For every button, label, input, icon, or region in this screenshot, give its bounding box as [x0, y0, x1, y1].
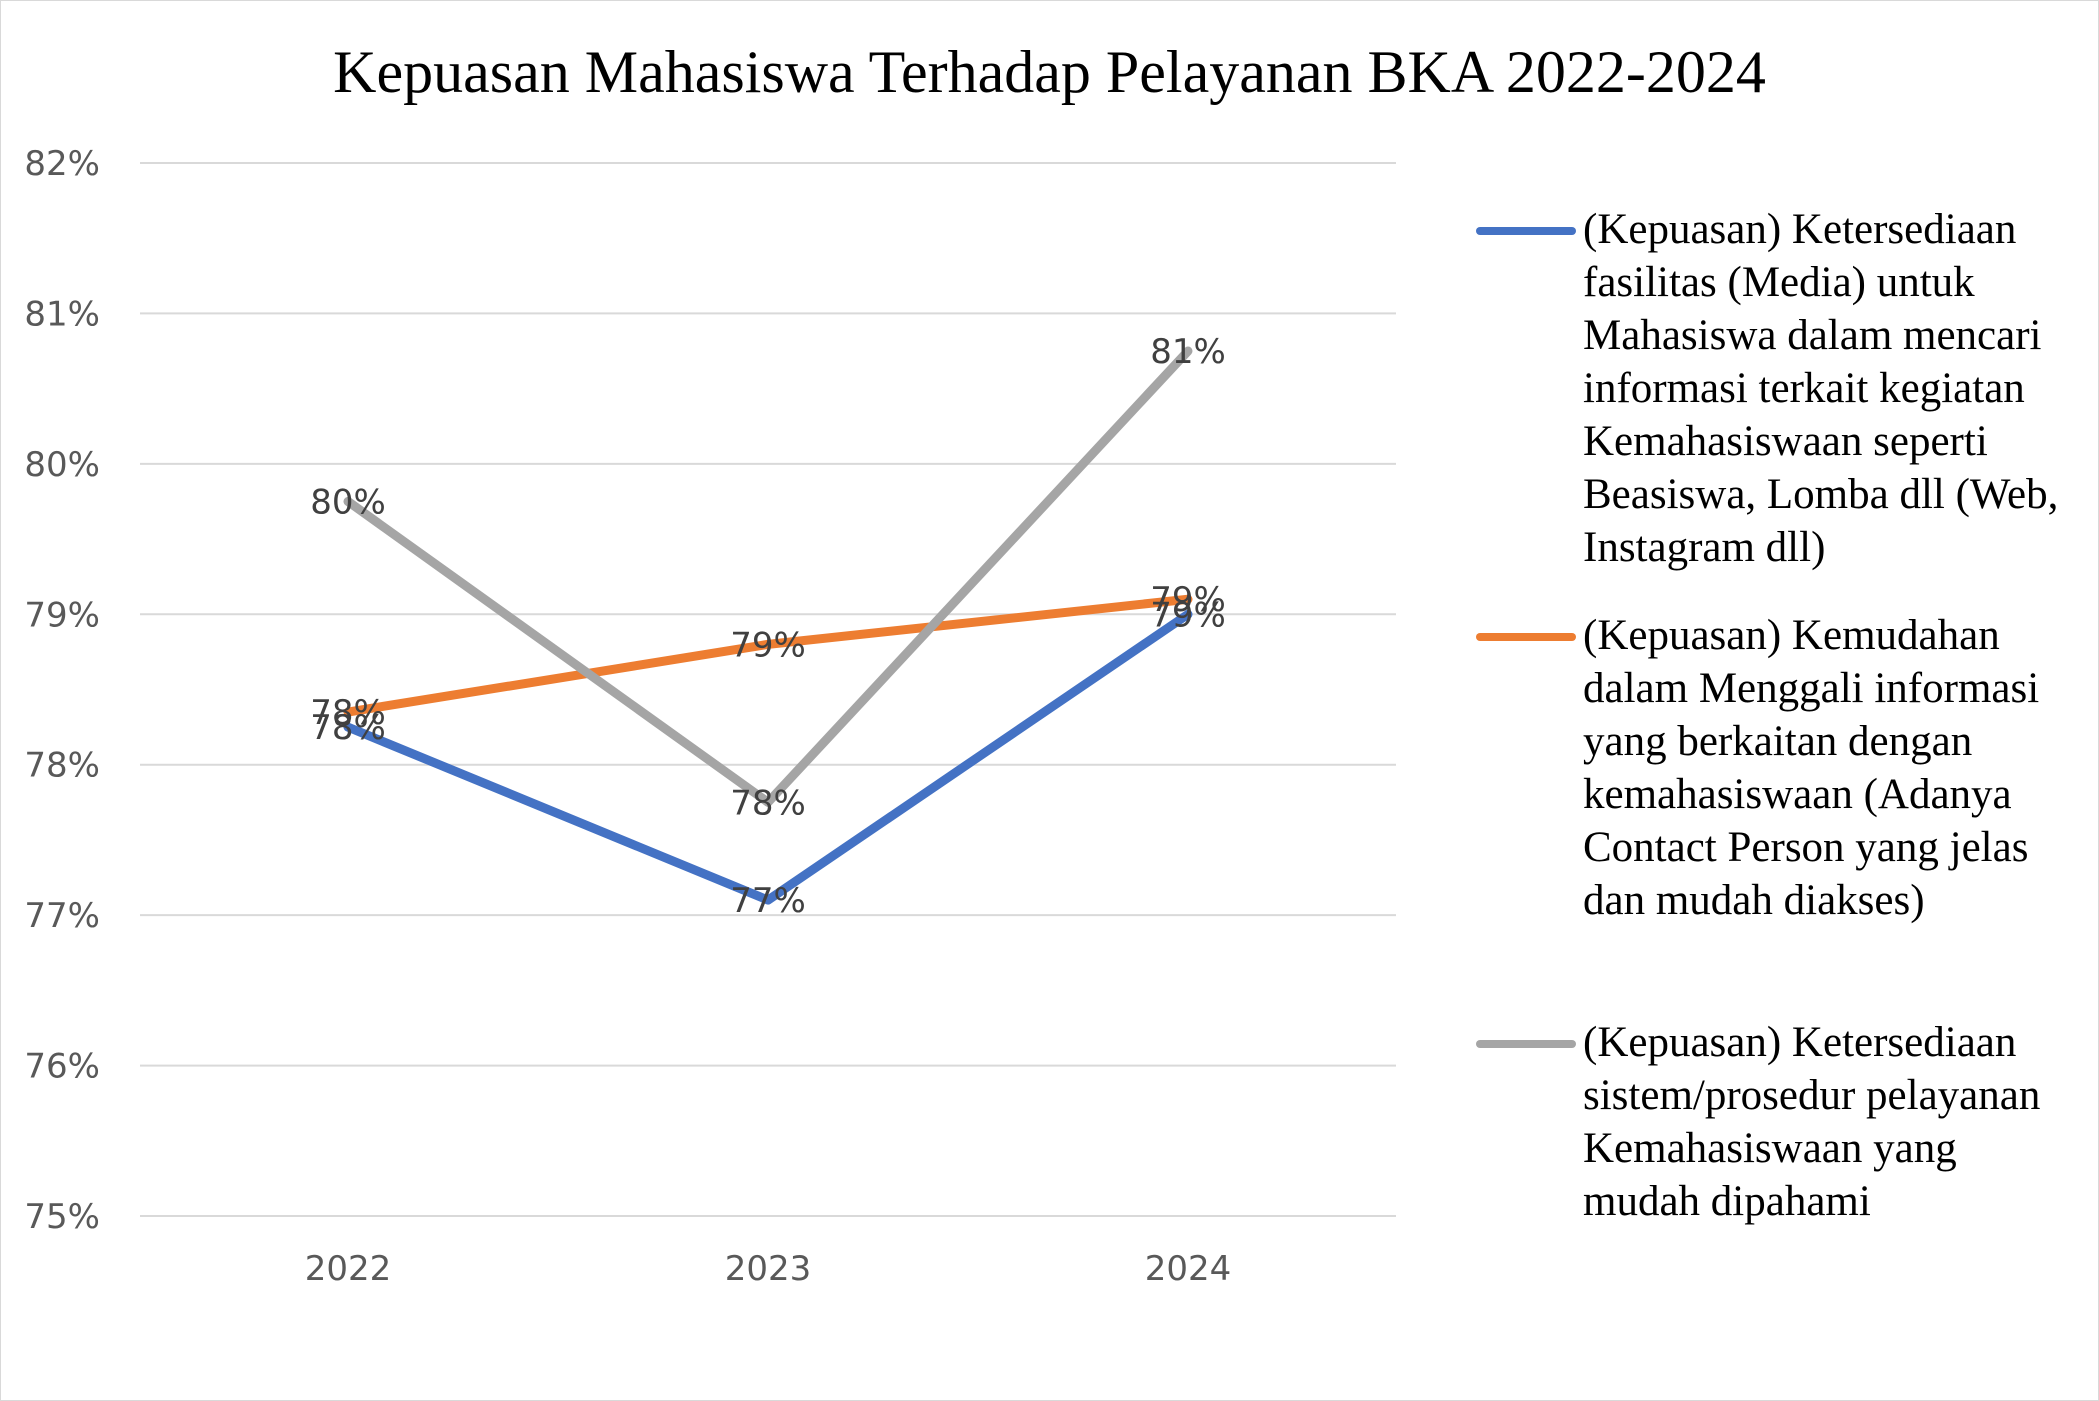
data-label: 79% — [1150, 580, 1226, 620]
y-tick-label: 75% — [24, 1197, 100, 1237]
y-tick-label: 78% — [24, 746, 100, 786]
data-label: 78% — [730, 783, 806, 823]
legend-swatch-facilities — [1476, 227, 1576, 235]
y-axis-ticks: 82% 81% 80% 79% 78% 77% 76% 75% — [24, 144, 100, 1237]
legend-label-procedure: (Kepuasan) Ketersediaan sistem/prosedur … — [1583, 1019, 2041, 1225]
legend-label-facilities: (Kepuasan) Ketersediaan fasilitas (Media… — [1583, 206, 2059, 571]
y-tick-label: 79% — [24, 595, 100, 635]
series-line — [343, 609, 1193, 905]
data-label: 79% — [1150, 595, 1226, 635]
x-tick-label: 2023 — [725, 1249, 812, 1289]
legend-swatch-procedure — [1476, 1040, 1576, 1048]
legend-swatch-contact — [1476, 633, 1576, 641]
data-label: 79% — [730, 625, 806, 665]
data-label: 81% — [1150, 332, 1226, 372]
x-axis-ticks: 2022 2023 2024 — [305, 1249, 1232, 1289]
chart-title: Kepuasan Mahasiswa Terhadap Pelayanan BK… — [333, 39, 1766, 105]
legend-label-contact: (Kepuasan) Kemudahan dalam Menggali info… — [1583, 612, 2040, 924]
series-lines — [343, 346, 1193, 905]
y-tick-label: 80% — [24, 445, 100, 485]
series-line — [343, 346, 1193, 807]
series-line — [343, 594, 1193, 717]
y-tick-label: 82% — [24, 144, 100, 184]
data-label: 78% — [310, 708, 386, 748]
y-tick-label: 77% — [24, 896, 100, 936]
data-label: 80% — [310, 482, 386, 522]
x-tick-label: 2022 — [305, 1249, 392, 1289]
data-label: 78% — [310, 693, 386, 733]
gridlines — [140, 162, 1396, 1217]
x-tick-label: 2024 — [1145, 1249, 1232, 1289]
data-label: 77% — [730, 881, 806, 921]
y-tick-label: 81% — [24, 294, 100, 334]
y-tick-label: 76% — [24, 1047, 100, 1087]
data-labels: 78%77%79%78%79%79%80%78%81% — [310, 332, 1226, 921]
